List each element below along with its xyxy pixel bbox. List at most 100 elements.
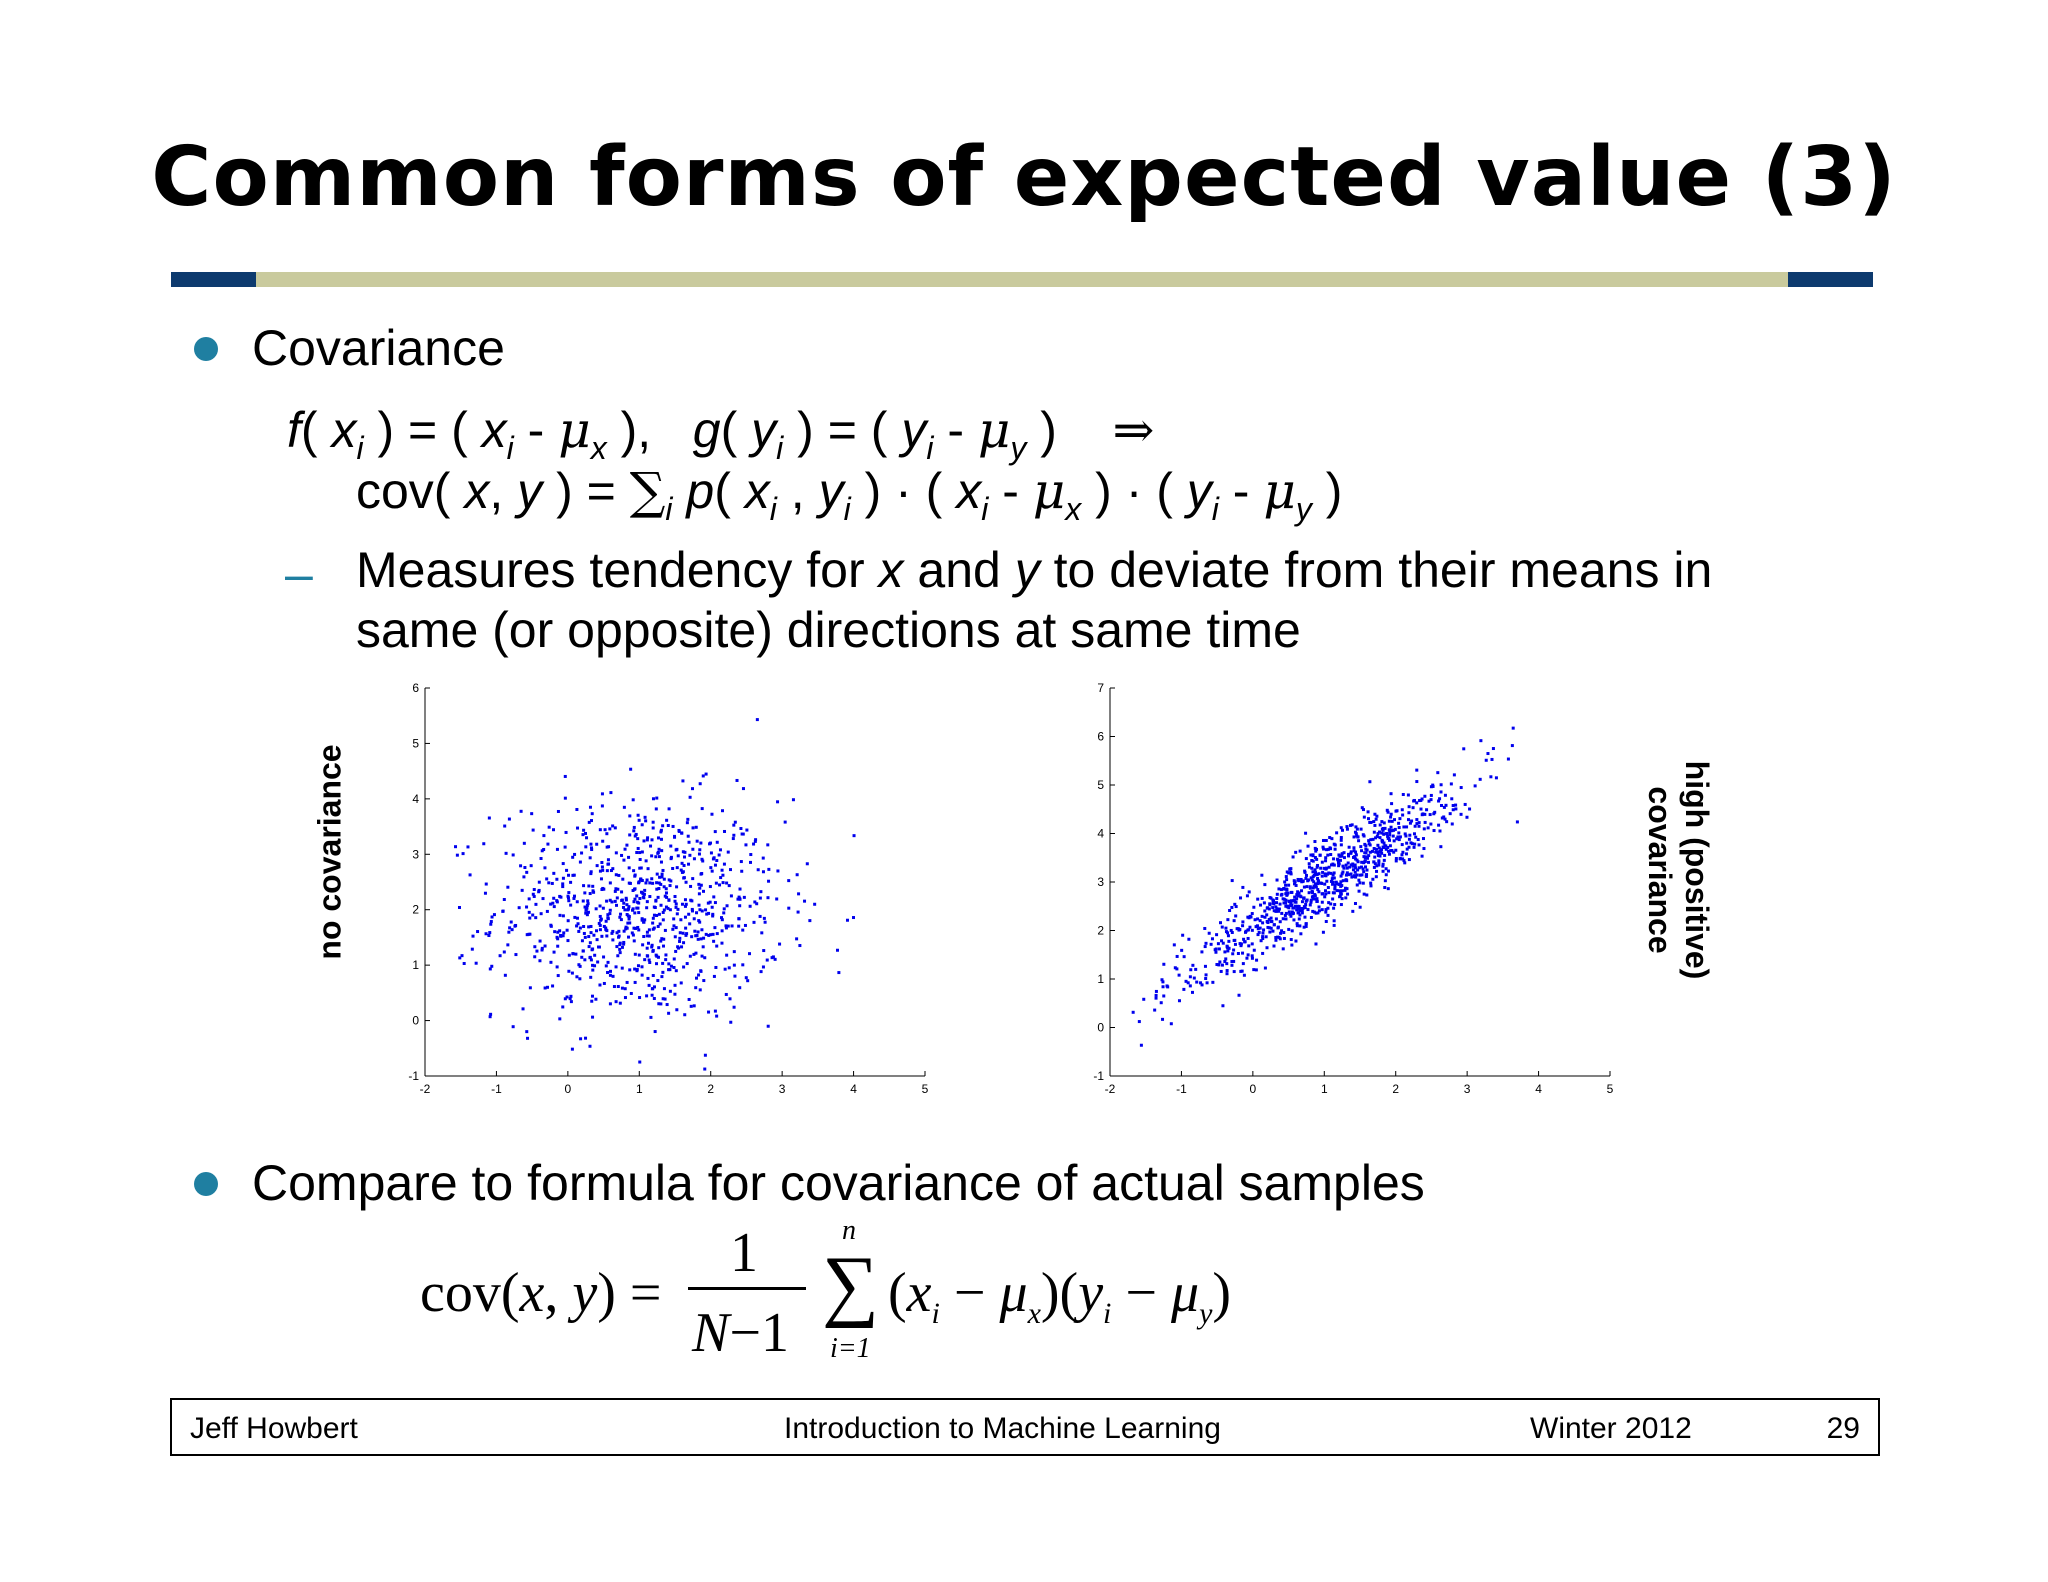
scatter-point xyxy=(775,897,779,901)
scatter-point xyxy=(795,873,799,877)
scatter-point xyxy=(1161,1017,1165,1021)
scatter-point xyxy=(566,896,570,900)
scatter-point xyxy=(661,918,665,922)
scatter-point xyxy=(1395,809,1399,813)
scatter-point xyxy=(650,945,654,949)
scatter-point xyxy=(630,931,634,935)
scatter-point xyxy=(673,992,677,996)
scatter-point xyxy=(455,853,459,857)
scatter-point xyxy=(1417,824,1421,828)
scatter-point xyxy=(1412,845,1416,849)
scatter-point xyxy=(609,791,613,795)
scatter-point xyxy=(454,845,458,849)
scatter-point xyxy=(1296,911,1300,915)
scatter-point xyxy=(688,922,692,926)
scatter-point xyxy=(606,913,610,917)
scatter-point xyxy=(1189,968,1193,972)
scatter-point xyxy=(1243,940,1247,944)
scatter-point xyxy=(1407,811,1411,815)
scatter-point xyxy=(1371,877,1375,881)
scatter-point xyxy=(1325,848,1329,852)
scatter-point xyxy=(1386,845,1390,849)
scatter-point xyxy=(1317,905,1321,909)
scatter-point xyxy=(1263,909,1267,913)
scatter-point xyxy=(605,832,609,836)
scatter-point xyxy=(1345,879,1349,883)
x-tick-label: -2 xyxy=(420,1082,431,1096)
scatter-point xyxy=(1449,782,1453,786)
scatter-point xyxy=(1316,882,1320,886)
scatter-point xyxy=(527,932,531,936)
scatter-point xyxy=(511,1025,515,1029)
scatter-point xyxy=(1274,938,1278,942)
scatter-point xyxy=(1369,884,1373,888)
scatter-point xyxy=(1332,919,1336,923)
scatter-point xyxy=(730,924,734,928)
scatter-point xyxy=(542,834,546,838)
scatter-point xyxy=(766,843,770,847)
scatter-point xyxy=(1389,792,1393,796)
scatter-point xyxy=(508,926,512,930)
scatter-point xyxy=(1408,833,1412,837)
scatter-point xyxy=(1314,873,1318,877)
scatter-point xyxy=(1362,834,1366,838)
scatter-point xyxy=(545,877,549,881)
scatter-point xyxy=(1250,942,1254,946)
scatter-point xyxy=(743,923,747,927)
scatter-point xyxy=(572,894,576,898)
scatter-point xyxy=(1303,915,1307,919)
scatter-point xyxy=(600,860,604,864)
scatter-point xyxy=(611,867,615,871)
scatter-point xyxy=(1213,948,1217,952)
scatter-point xyxy=(1390,848,1394,852)
scatter-point xyxy=(1302,896,1306,900)
scatter-point xyxy=(1304,902,1308,906)
scatter-point xyxy=(1172,943,1176,947)
scatter-point xyxy=(1324,892,1328,896)
scatter-point xyxy=(635,851,639,855)
scatter-point xyxy=(1287,900,1291,904)
scatter-point xyxy=(1439,845,1443,849)
scatter-point xyxy=(720,868,724,872)
scatter-point xyxy=(656,979,660,983)
scatter-point xyxy=(659,837,663,841)
scatter-point xyxy=(633,897,637,901)
scatter-point xyxy=(661,824,665,828)
scatter-point xyxy=(567,891,571,895)
scatter-point xyxy=(540,946,544,950)
scatter-point xyxy=(1383,879,1387,883)
scatter-point xyxy=(1327,901,1331,905)
scatter-point xyxy=(1397,826,1401,830)
scatter-point xyxy=(590,994,594,998)
scatter-point xyxy=(1200,983,1204,987)
scatter-point xyxy=(572,896,576,900)
scatter-point xyxy=(1351,855,1355,859)
scatter-point xyxy=(514,953,518,957)
scatter-point xyxy=(1295,904,1299,908)
scatter-point xyxy=(1451,808,1455,812)
scatter-point xyxy=(712,974,716,978)
scatter-point xyxy=(578,860,582,864)
scatter-point xyxy=(714,881,718,885)
scatter-point xyxy=(632,926,636,930)
scatter-point xyxy=(523,866,527,870)
scatter-point xyxy=(1343,888,1347,892)
scatter-point xyxy=(608,881,612,885)
scatter-point xyxy=(1352,849,1356,853)
scatter-point xyxy=(667,898,671,902)
scatter-point xyxy=(651,820,655,824)
scatter-point xyxy=(745,828,749,832)
scatter-point xyxy=(845,918,849,922)
scatter-point xyxy=(645,838,649,842)
scatter-point xyxy=(593,953,597,957)
scatter-point xyxy=(666,906,670,910)
scatter-point xyxy=(674,969,678,973)
scatter-point xyxy=(1405,825,1409,829)
scatter-point xyxy=(1316,863,1320,867)
scatter-point xyxy=(1260,873,1264,877)
scatter-point xyxy=(1294,883,1298,887)
scatter-point xyxy=(1311,853,1315,857)
scatter-point xyxy=(561,876,565,880)
scatter-point xyxy=(614,1000,618,1004)
scatter-point xyxy=(741,963,745,967)
